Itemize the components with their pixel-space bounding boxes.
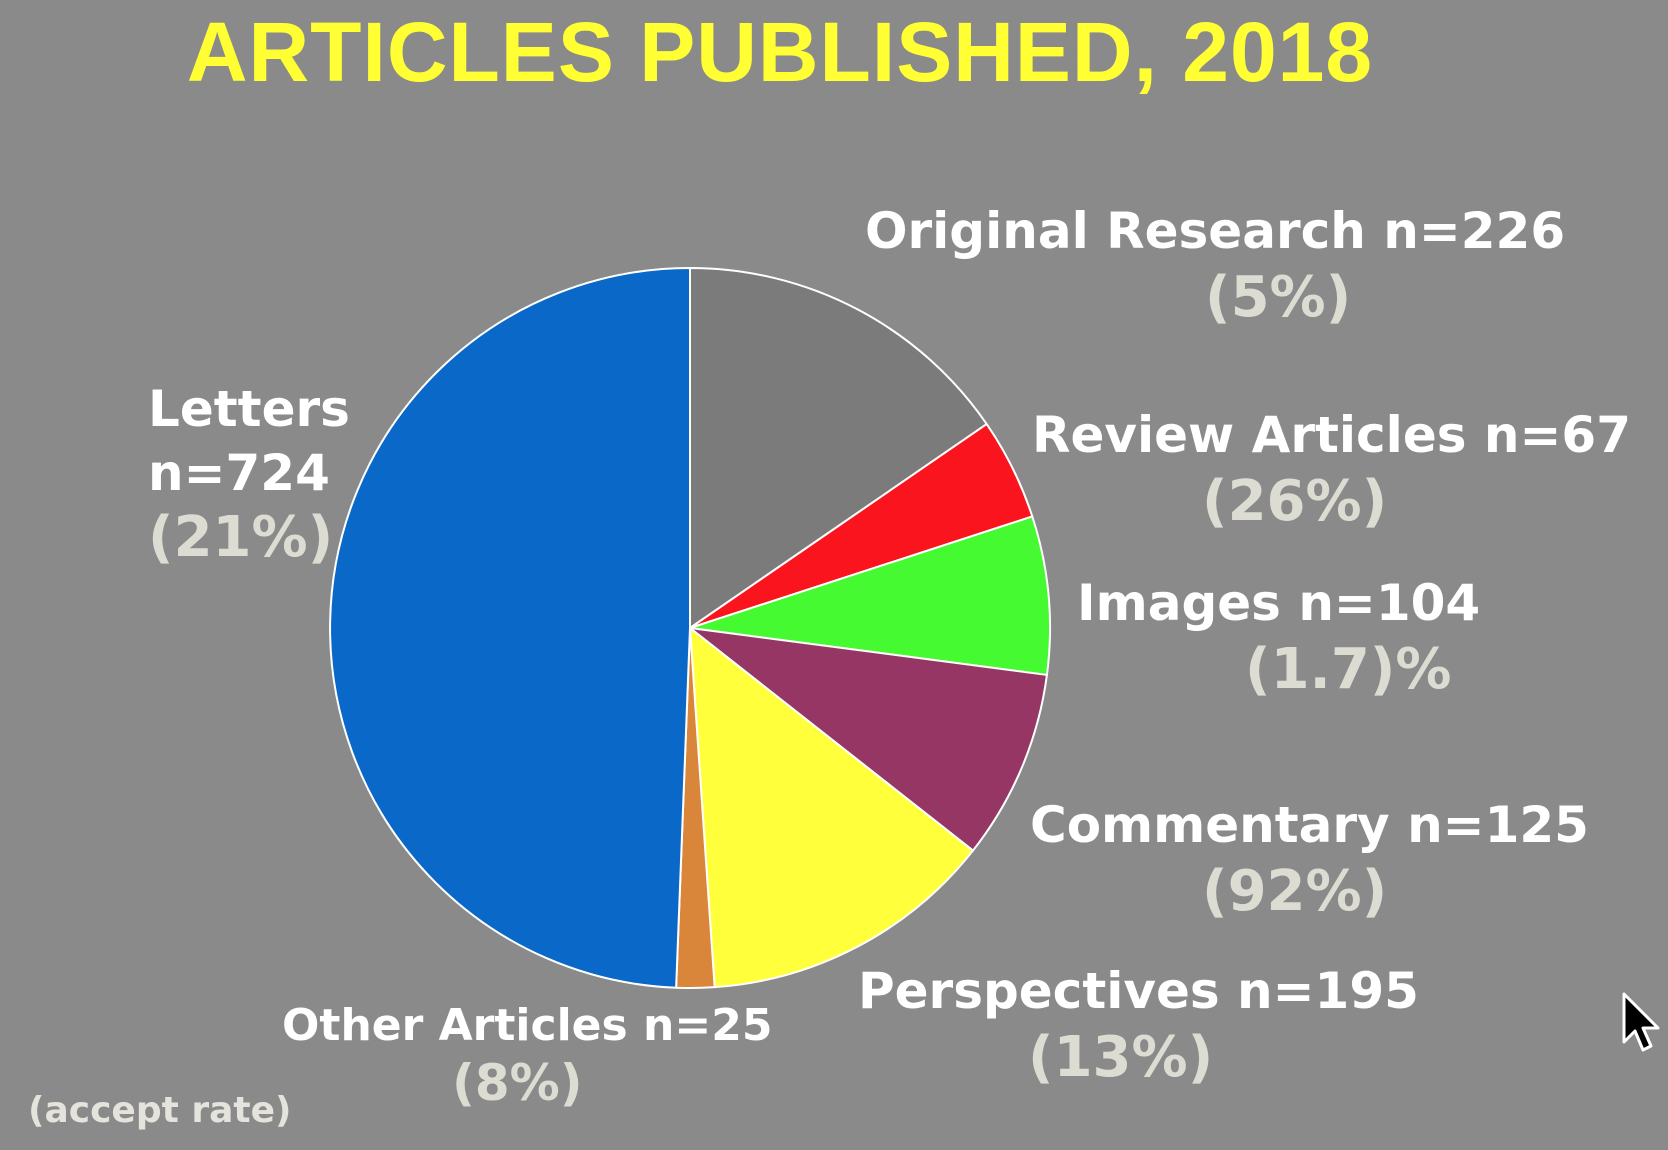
- slice-name: Perspectives: [858, 962, 1220, 1020]
- slice-count: n=67: [1483, 406, 1631, 464]
- label-perspectives: Perspectives n=195 (13%): [858, 966, 1419, 1086]
- slice-count: n=25: [643, 1000, 773, 1051]
- slice-name: Other Articles: [282, 1000, 628, 1051]
- slice-count: n=125: [1407, 796, 1589, 854]
- label-images: Images n=104 (1.7)%: [1077, 578, 1480, 698]
- slice-rate: (5%): [1205, 265, 1352, 330]
- pie-slice-images: [689, 515, 1051, 676]
- label-other-articles: Other Articles n=25 (8%): [282, 1004, 772, 1112]
- pie-slice-original-research: [689, 267, 988, 629]
- slice-count: n=104: [1298, 574, 1481, 632]
- chart-title: ARTICLES PUBLISHED, 2018: [186, 5, 1374, 99]
- pie-slice-perspectives: [689, 627, 974, 989]
- pie-slice-commentary: [689, 627, 1048, 852]
- pie-slice-letters: [329, 267, 691, 989]
- label-commentary: Commentary n=125 (92%): [1030, 800, 1589, 920]
- slice-name: Letters: [148, 380, 350, 438]
- slice-name: Images: [1077, 574, 1281, 632]
- slice-name: Review Articles: [1032, 406, 1467, 464]
- slice-rate: (13%): [1028, 1025, 1214, 1090]
- slice-rate: (8%): [452, 1054, 583, 1112]
- label-review-articles: Review Articles n=67 (26%): [1032, 410, 1631, 530]
- slice-count: n=195: [1237, 962, 1419, 1020]
- slice-name: Commentary: [1030, 796, 1390, 854]
- slice-count: n=724: [148, 444, 330, 502]
- label-letters: Letters n=724 (21%): [148, 384, 350, 566]
- slice-rate: (26%): [1202, 469, 1388, 534]
- slice-rate: (92%): [1202, 859, 1388, 924]
- mouse-pointer-icon: [1622, 992, 1660, 1052]
- slice-name: Original Research: [865, 202, 1366, 260]
- slice-count: n=226: [1383, 202, 1566, 260]
- slice-rate: (1.7)%: [1245, 637, 1452, 702]
- label-original-research: Original Research n=226 (5%): [865, 206, 1565, 326]
- slice-rate: (21%): [148, 505, 334, 570]
- footnote: (accept rate): [28, 1090, 292, 1131]
